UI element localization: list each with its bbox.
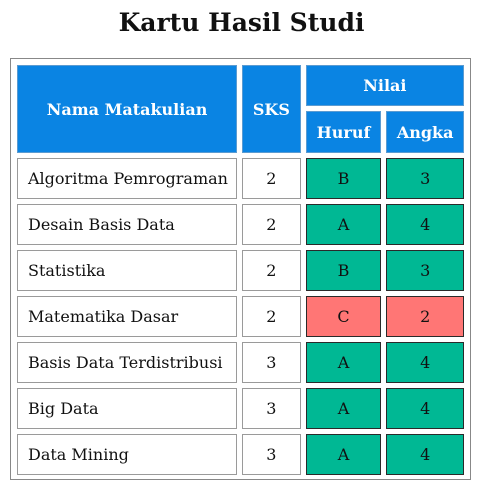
grade-number-cell: 2 xyxy=(386,296,464,337)
table-row: Algoritma Pemrograman 2 B 3 xyxy=(17,158,464,199)
credits-cell: 2 xyxy=(242,250,301,291)
grade-letter-cell: C xyxy=(305,296,382,337)
grade-number-cell: 4 xyxy=(386,434,464,475)
header-row: Nama Matakulian SKS Nilai xyxy=(17,65,464,153)
header-credits: SKS xyxy=(242,65,301,153)
grade-number-cell: 4 xyxy=(386,342,464,383)
course-name-cell: Matematika Dasar xyxy=(17,296,238,337)
header-course: Nama Matakulian xyxy=(17,65,238,153)
grade-number-cell: 3 xyxy=(386,250,464,291)
grade-letter-cell: A xyxy=(305,388,382,429)
grade-number-cell: 4 xyxy=(386,204,464,245)
course-name-cell: Data Mining xyxy=(17,434,238,475)
course-name-cell: Big Data xyxy=(17,388,238,429)
table-row: Data Mining 3 A 4 xyxy=(17,434,464,475)
table-row: Statistika 2 B 3 xyxy=(17,250,464,291)
grade-number-cell: 3 xyxy=(386,158,464,199)
grade-number-cell: 4 xyxy=(386,388,464,429)
course-name-cell: Statistika xyxy=(17,250,238,291)
course-name-cell: Algoritma Pemrograman xyxy=(17,158,238,199)
credits-cell: 3 xyxy=(242,342,301,383)
credits-cell: 3 xyxy=(242,388,301,429)
subheader-row: Huruf Angka xyxy=(17,111,464,153)
credits-cell: 2 xyxy=(242,158,301,199)
course-name-cell: Basis Data Terdistribusi xyxy=(17,342,238,383)
grades-table-container: Nama Matakulian SKS Nilai Huruf Angka Al… xyxy=(10,58,471,480)
grade-letter-cell: A xyxy=(305,434,382,475)
table-row: Desain Basis Data 2 A 4 xyxy=(17,204,464,245)
credits-cell: 2 xyxy=(242,296,301,337)
page-title: Kartu Hasil Studi xyxy=(118,8,365,37)
course-name-cell: Desain Basis Data xyxy=(17,204,238,245)
credits-cell: 2 xyxy=(242,204,301,245)
credits-cell: 3 xyxy=(242,434,301,475)
grades-table: Nama Matakulian SKS Nilai Huruf Angka Al… xyxy=(12,60,469,480)
grade-letter-cell: B xyxy=(305,158,382,199)
grade-letter-cell: A xyxy=(305,204,382,245)
header-letter: Huruf xyxy=(305,111,382,153)
table-row: Big Data 3 A 4 xyxy=(17,388,464,429)
table-row: Basis Data Terdistribusi 3 A 4 xyxy=(17,342,464,383)
grade-letter-cell: B xyxy=(305,250,382,291)
grade-letter-cell: A xyxy=(305,342,382,383)
header-grade: Nilai xyxy=(305,65,464,106)
header-number: Angka xyxy=(386,111,464,153)
table-row: Matematika Dasar 2 C 2 xyxy=(17,296,464,337)
